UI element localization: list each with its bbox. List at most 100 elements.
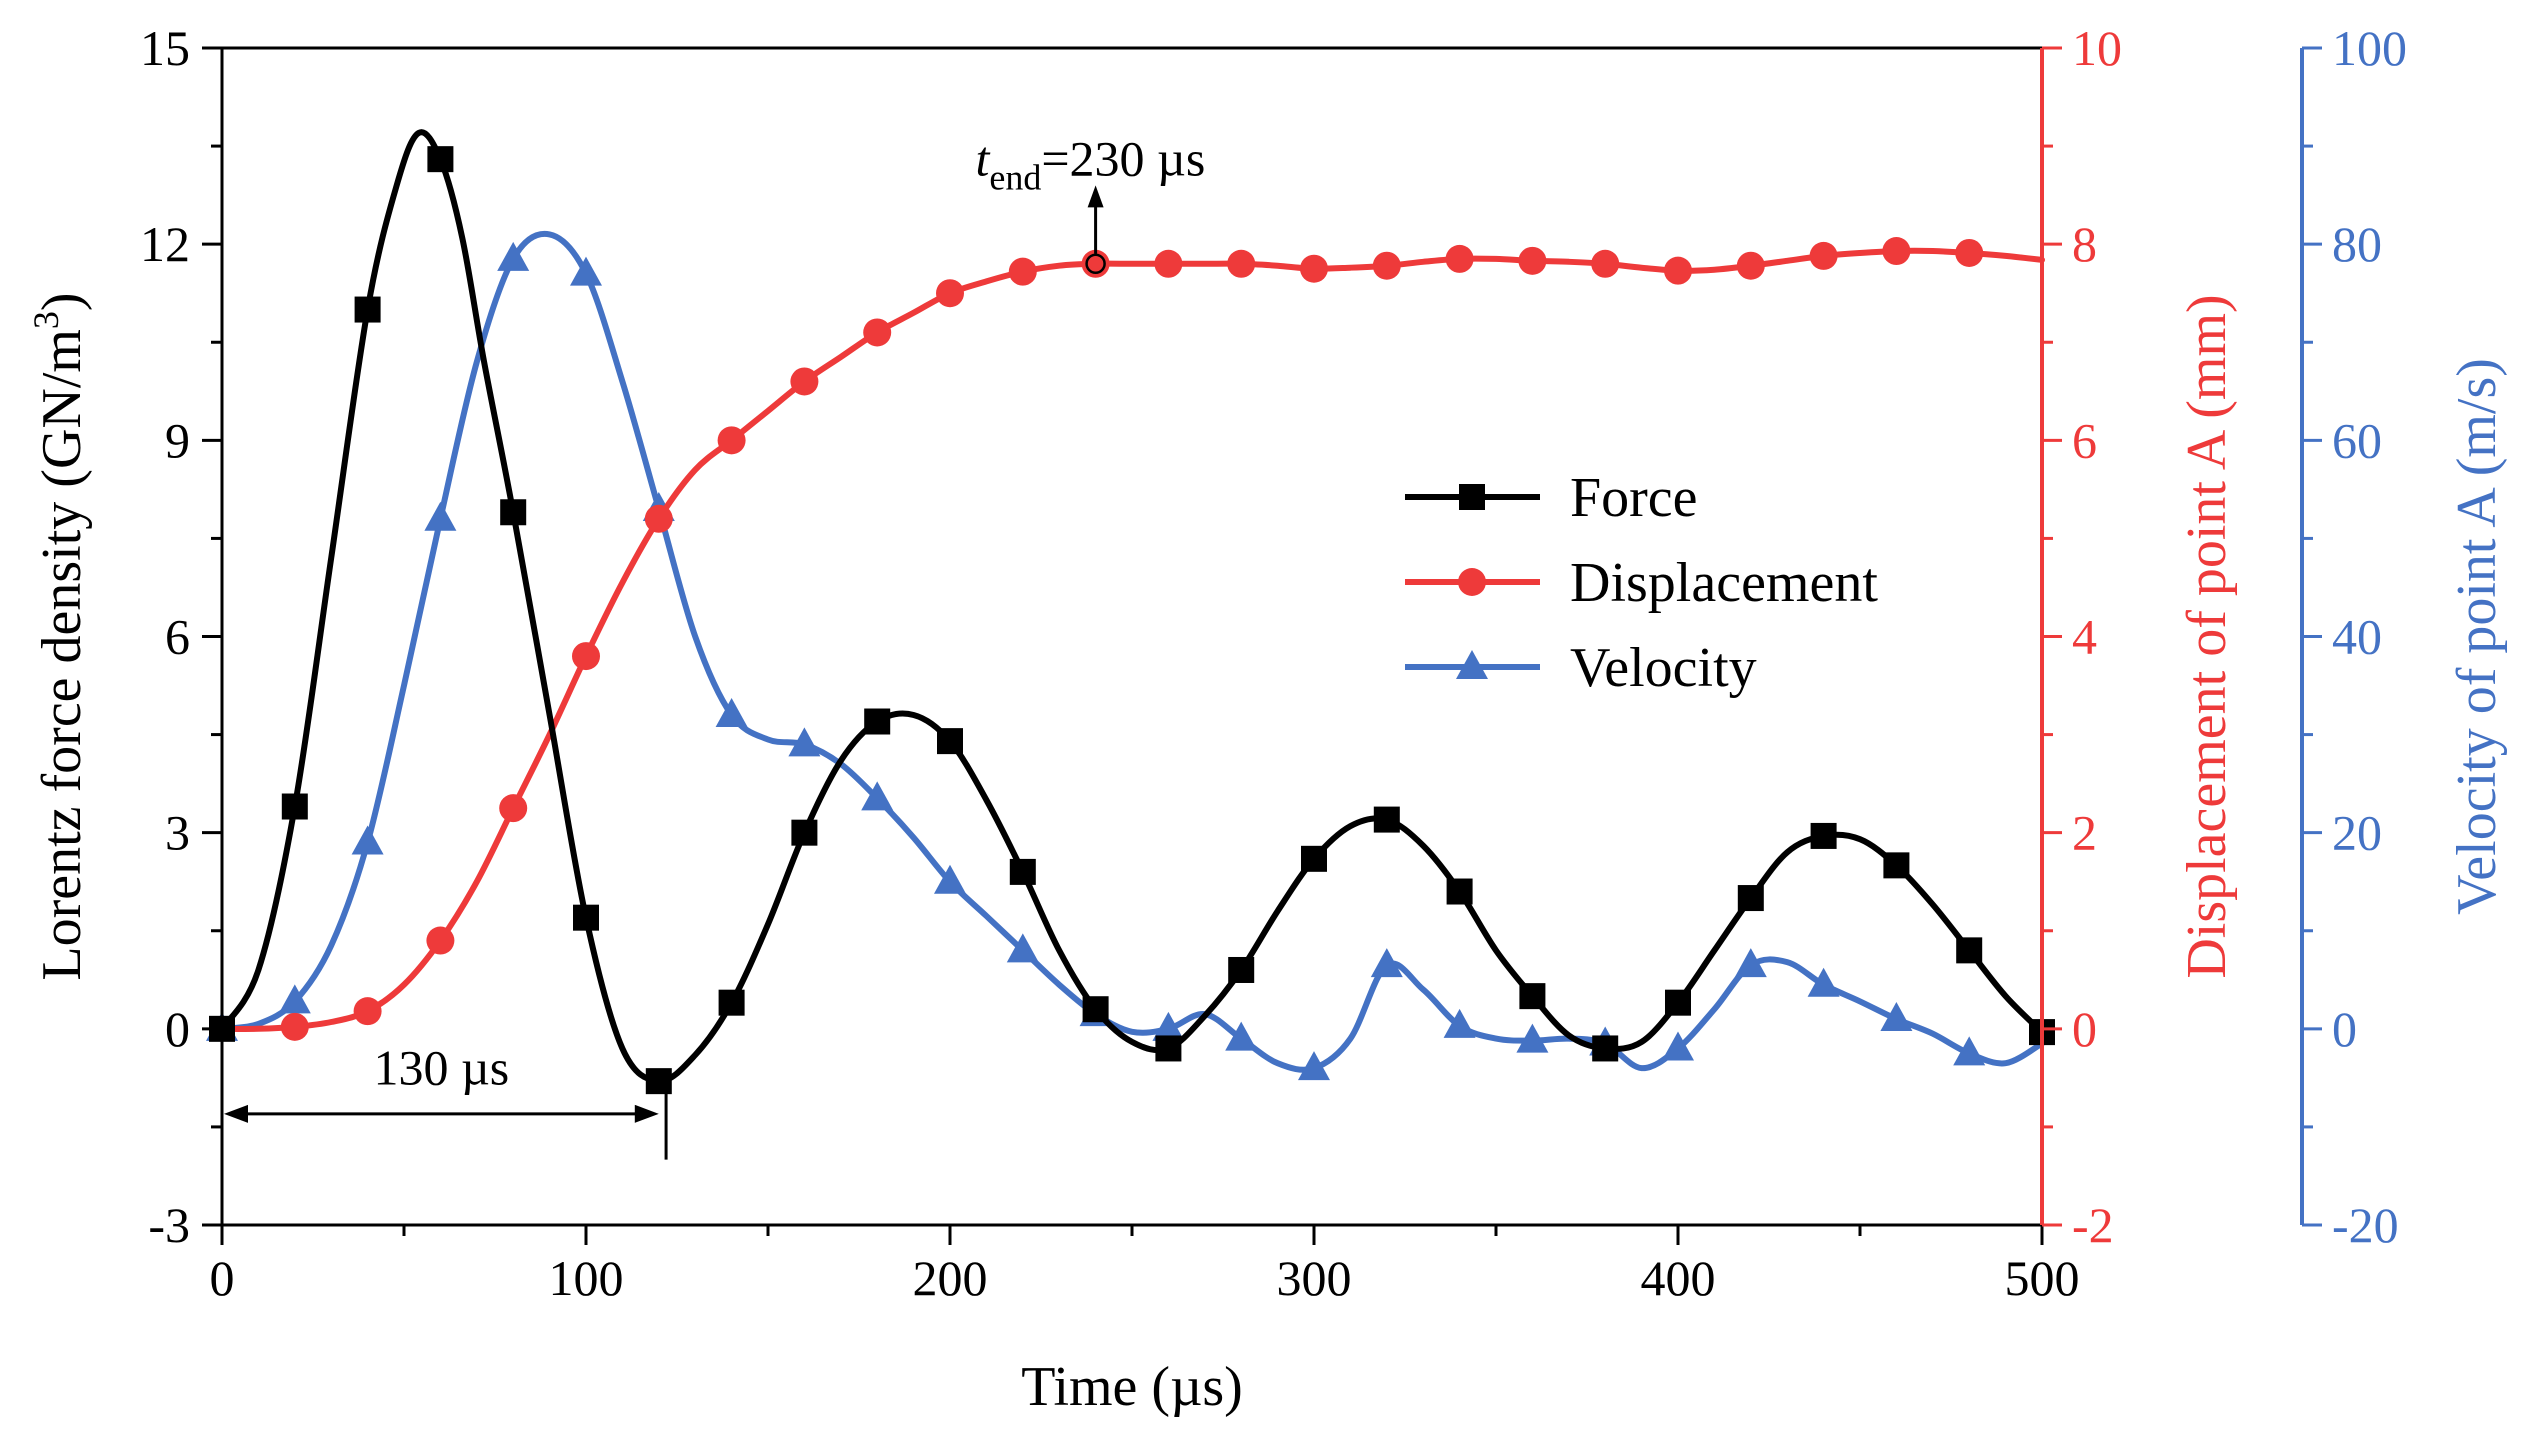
velocity-point bbox=[1953, 1036, 1986, 1066]
force-point bbox=[1082, 996, 1109, 1023]
force-point bbox=[1665, 989, 1691, 1016]
force-point bbox=[718, 989, 745, 1016]
velocity-line bbox=[219, 230, 2045, 1073]
velocity-tick-label: 80 bbox=[2332, 216, 2382, 272]
force-point bbox=[1446, 878, 1473, 905]
velocity-point bbox=[1880, 1002, 1913, 1032]
velocity-point bbox=[788, 727, 821, 757]
displacement-point bbox=[717, 426, 746, 455]
legend-marker-velocity bbox=[1456, 650, 1488, 679]
velocity-point bbox=[351, 825, 384, 855]
velocity-point bbox=[1662, 1031, 1694, 1061]
tend-label-t: t bbox=[975, 131, 990, 187]
velocity-point bbox=[570, 256, 602, 286]
tend-arrow-head bbox=[1087, 185, 1104, 208]
displacement-point bbox=[1664, 256, 1692, 285]
span-label: 130 µs bbox=[374, 1039, 510, 1095]
velocity-point bbox=[1734, 948, 1767, 978]
legend-label-displacement: Displacement bbox=[1570, 552, 1878, 614]
series-displacement bbox=[219, 237, 2045, 1041]
displacement-point bbox=[280, 1012, 309, 1041]
legend-label-velocity: Velocity bbox=[1570, 637, 1757, 699]
span-arrow-left-head bbox=[224, 1104, 248, 1123]
x-axis-title: Time (µs) bbox=[1021, 1356, 1243, 1418]
displacement-point bbox=[1955, 238, 1984, 267]
velocity-point bbox=[424, 501, 457, 531]
force-point bbox=[1737, 885, 1764, 912]
displacement-point bbox=[572, 642, 600, 671]
displacement-tick-label: 6 bbox=[2072, 412, 2097, 468]
x-tick-label: 0 bbox=[210, 1250, 235, 1306]
force-axis-title-main: Lorentz force density (GN/m bbox=[31, 329, 93, 981]
axis-layer: 0 100 200 3 0 0 400 500 Time (µs) -3 0 3 6 9 12 15 Loren… bbox=[26, 20, 2508, 1418]
velocity-point bbox=[278, 984, 311, 1014]
series-force bbox=[209, 129, 2055, 1095]
tend-point-marker bbox=[1085, 253, 1106, 275]
force-point bbox=[1592, 1035, 1619, 1062]
displacement-point bbox=[790, 367, 819, 396]
displacement-point bbox=[1518, 246, 1547, 275]
velocity-point bbox=[1516, 1023, 1549, 1053]
displacement-point bbox=[1372, 251, 1401, 280]
force-tick-label: 0 bbox=[165, 1001, 190, 1057]
force-point bbox=[354, 296, 381, 323]
displacement-point bbox=[1300, 254, 1328, 283]
legend-marker-displacement bbox=[1458, 568, 1486, 596]
force-point bbox=[1883, 852, 1910, 879]
force-axis-title: Lorentz force density (GN/m3) bbox=[26, 292, 93, 980]
legend-marker-force bbox=[1459, 484, 1485, 510]
force-point bbox=[864, 708, 891, 735]
force-point bbox=[1519, 983, 1546, 1010]
force-axis-title-sup: 3 bbox=[26, 311, 66, 329]
displacement-point bbox=[863, 318, 892, 347]
force-point bbox=[937, 728, 963, 755]
force-point bbox=[791, 819, 818, 846]
force-tick-label: 9 bbox=[165, 412, 190, 468]
x-tick-label: 500 bbox=[2005, 1250, 2080, 1306]
force-point bbox=[500, 499, 527, 526]
tend-label-sub: end bbox=[989, 158, 1041, 198]
velocity-point bbox=[1006, 933, 1039, 963]
velocity-tick-label: -20 bbox=[2332, 1197, 2399, 1253]
force-tick-label: 3 bbox=[165, 805, 190, 861]
force-point bbox=[573, 904, 599, 931]
velocity-tick-label: 60 bbox=[2332, 412, 2382, 468]
force-point bbox=[1810, 822, 1837, 849]
legend: Force Displacement Velocity bbox=[1405, 467, 1878, 699]
x-tick-label: 400 bbox=[1641, 1250, 1716, 1306]
velocity-tick-label: 20 bbox=[2332, 805, 2382, 861]
displacement-point bbox=[1882, 237, 1911, 266]
displacement-point bbox=[644, 504, 673, 533]
force-tick-label: 12 bbox=[140, 216, 190, 272]
displacement-point bbox=[1008, 257, 1037, 286]
velocity-tick-label: 40 bbox=[2332, 609, 2382, 665]
tend-label-value: =230 µs bbox=[1041, 131, 1205, 187]
series-layer bbox=[206, 129, 2055, 1095]
force-point bbox=[281, 793, 308, 820]
displacement-point bbox=[1227, 249, 1256, 278]
x-tick-label: 200 bbox=[913, 1250, 988, 1306]
force-tick-label: 15 bbox=[140, 20, 190, 76]
velocity-point bbox=[1443, 1008, 1476, 1038]
displacement-tick-label: 8 bbox=[2072, 216, 2097, 272]
displacement-tick-label: 0 bbox=[2072, 1001, 2097, 1057]
velocity-point bbox=[1370, 948, 1403, 978]
velocity-point bbox=[715, 697, 748, 727]
displacement-point bbox=[499, 794, 528, 823]
velocity-axis-title: Velocity of point A (m/s) bbox=[2446, 358, 2508, 915]
displacement-point bbox=[1591, 249, 1620, 278]
force-point bbox=[1155, 1035, 1182, 1062]
span-arrow-right-head bbox=[634, 1104, 659, 1123]
velocity-point bbox=[1152, 1011, 1185, 1041]
velocity-tick-label: 0 bbox=[2332, 1001, 2357, 1057]
displacement-point bbox=[1154, 249, 1183, 278]
force-point bbox=[1301, 845, 1327, 872]
displacement-point bbox=[1736, 251, 1765, 280]
force-tick-label: -3 bbox=[148, 1197, 190, 1253]
legend-label-force: Force bbox=[1570, 467, 1698, 529]
displacement-tick-label: 10 bbox=[2072, 20, 2122, 76]
velocity-tick-label: 100 bbox=[2332, 20, 2407, 76]
force-point bbox=[645, 1068, 672, 1095]
annotation-layer: 130 µs tend=230 µs bbox=[224, 131, 1205, 1160]
